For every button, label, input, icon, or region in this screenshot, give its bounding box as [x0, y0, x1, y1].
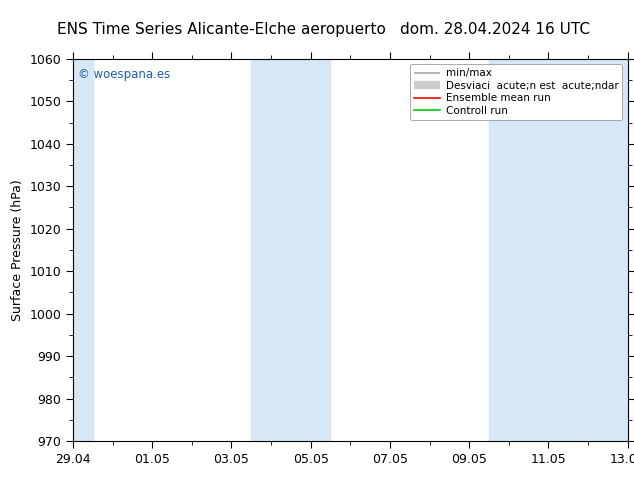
Bar: [69, 59, 93, 441]
Text: dom. 28.04.2024 16 UTC: dom. 28.04.2024 16 UTC: [399, 22, 590, 37]
Legend: min/max, Desviaci  acute;n est  acute;ndar, Ensemble mean run, Controll run: min/max, Desviaci acute;n est acute;ndar…: [410, 64, 623, 120]
Y-axis label: Surface Pressure (hPa): Surface Pressure (hPa): [11, 179, 23, 321]
Bar: [251, 59, 330, 441]
Text: ENS Time Series Alicante-Elche aeropuerto: ENS Time Series Alicante-Elche aeropuert…: [58, 22, 386, 37]
Text: © woespana.es: © woespana.es: [79, 69, 171, 81]
Bar: [489, 59, 631, 441]
